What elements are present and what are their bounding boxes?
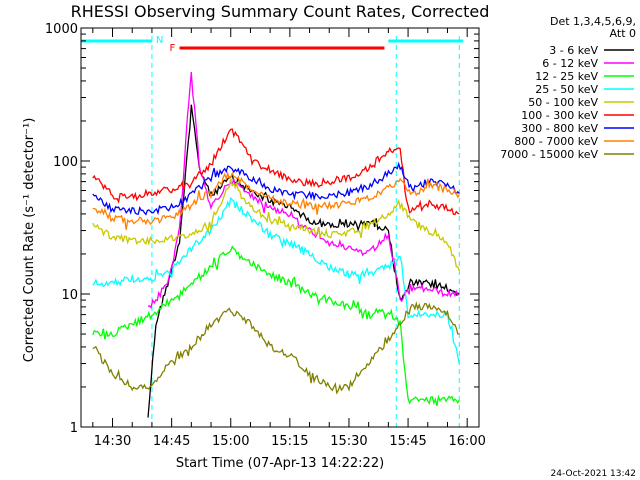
series-line-4 bbox=[92, 178, 460, 271]
y-tick-label-0: 1 bbox=[70, 421, 78, 436]
series-line-8 bbox=[92, 301, 460, 395]
axes: 1 10 100 1000 14:30 14:45 15:00 15:15 15:30 15:45… bbox=[45, 22, 486, 449]
x-tick-label-4: 15:30 bbox=[330, 434, 367, 449]
x-tick-label-2: 15:00 bbox=[212, 434, 249, 449]
plot-frame bbox=[80, 27, 480, 428]
y-tick-label-3: 1000 bbox=[45, 22, 78, 37]
y-axis-label: Corrected Count Rate (s⁻¹ detector⁻¹) bbox=[22, 118, 37, 363]
series-line-6 bbox=[92, 161, 460, 216]
y-tick-label-2: 100 bbox=[53, 155, 78, 170]
series-line-7 bbox=[92, 171, 460, 230]
x-axis-label: Start Time (07-Apr-13 14:22:22) bbox=[176, 456, 384, 471]
x-tick-label-0: 14:30 bbox=[94, 434, 131, 449]
legend-label-1: 6 - 12 keV bbox=[542, 57, 598, 70]
x-tick-label-1: 14:45 bbox=[153, 434, 190, 449]
legend-header-1: Att 0 bbox=[610, 27, 636, 40]
series-line-1 bbox=[147, 72, 460, 309]
legend-label-8: 7000 - 15000 keV bbox=[500, 148, 598, 161]
series-line-2 bbox=[92, 245, 460, 407]
legend-label-4: 50 - 100 keV bbox=[528, 96, 598, 109]
legend-label-3: 25 - 50 keV bbox=[535, 83, 598, 96]
legend-label-5: 100 - 300 keV bbox=[521, 109, 598, 122]
y-tick-label-1: 10 bbox=[61, 288, 78, 303]
night-label: N bbox=[156, 35, 163, 46]
legend-header-0: Det 1,3,4,5,6,9, bbox=[550, 15, 636, 28]
series-line-3 bbox=[92, 196, 460, 364]
legend-label-2: 12 - 25 keV bbox=[535, 70, 598, 83]
legend-label-6: 300 - 800 keV bbox=[521, 122, 598, 135]
footer-timestamp: 24-Oct-2021 13:42 bbox=[551, 469, 636, 479]
x-tick-label-6: 16:00 bbox=[448, 434, 485, 449]
series-layer bbox=[92, 72, 460, 418]
flare-label: F bbox=[170, 43, 176, 54]
x-tick-label-3: 15:15 bbox=[271, 434, 308, 449]
legend-label-7: 800 - 7000 keV bbox=[514, 135, 598, 148]
x-tick-label-5: 15:45 bbox=[389, 434, 426, 449]
chart-title: RHESSI Observing Summary Count Rates, Co… bbox=[71, 2, 490, 21]
series-line-5 bbox=[92, 128, 460, 216]
legend-label-0: 3 - 6 keV bbox=[549, 44, 598, 57]
